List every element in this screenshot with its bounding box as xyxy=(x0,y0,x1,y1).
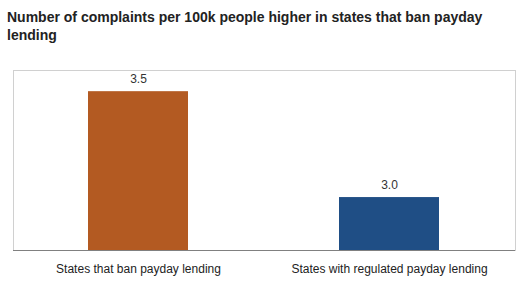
svg-text:3.5: 3.5 xyxy=(130,72,147,86)
svg-text:States with regulated payday l: States with regulated payday lending xyxy=(291,262,487,276)
svg-text:3.0: 3.0 xyxy=(381,178,398,192)
svg-text:States that ban payday lending: States that ban payday lending xyxy=(56,262,221,276)
html-text:Number of complaints per 100k: Number of complaints per 100k people hig… xyxy=(7,9,483,43)
